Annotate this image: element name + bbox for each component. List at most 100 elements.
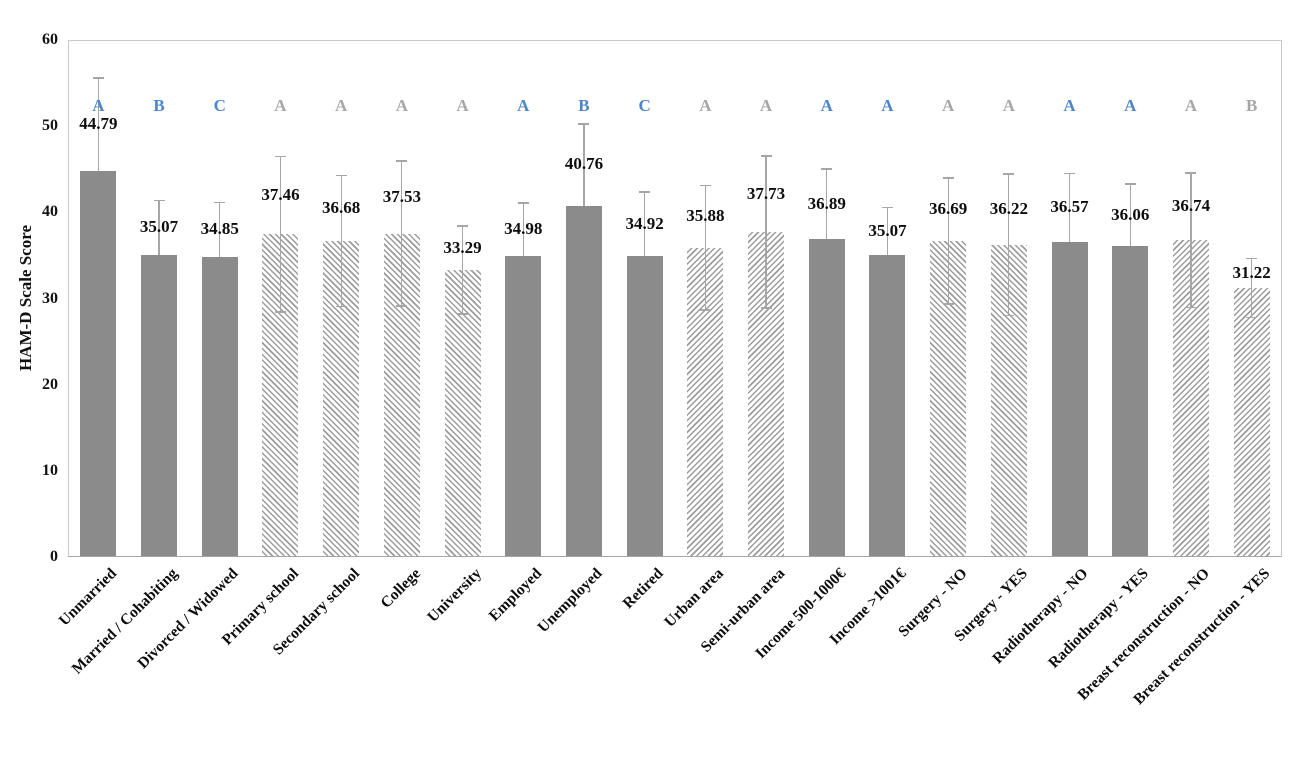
error-bar-top-cap bbox=[639, 191, 651, 193]
error-bar-bottom-cap bbox=[1003, 314, 1015, 317]
bar-value-label: 34.92 bbox=[625, 213, 664, 233]
error-bar-line bbox=[886, 206, 889, 255]
error-bar-bottom-cap bbox=[760, 307, 772, 309]
bar bbox=[505, 255, 542, 556]
bar bbox=[869, 254, 906, 556]
error-bar-line bbox=[1008, 173, 1010, 317]
error-bar-top-cap bbox=[881, 206, 893, 209]
bar-value-label: 36.22 bbox=[989, 199, 1028, 219]
bar bbox=[626, 256, 663, 556]
significance-letter: A bbox=[1002, 96, 1015, 115]
error-bar-line bbox=[826, 168, 828, 240]
error-bar-line bbox=[765, 155, 767, 309]
error-bar-line bbox=[704, 184, 706, 311]
bar-value-label: 35.07 bbox=[139, 217, 179, 237]
y-axis-tick-label: 20 bbox=[42, 375, 58, 393]
significance-letter: A bbox=[92, 96, 105, 115]
x-axis-label: Employed bbox=[485, 565, 546, 625]
significance-letter: A bbox=[942, 96, 955, 115]
error-bar-top-cap bbox=[274, 155, 286, 158]
error-bar-top-cap bbox=[214, 201, 226, 204]
error-bar-top-cap bbox=[1003, 173, 1015, 175]
y-axis-tick-label: 60 bbox=[42, 31, 58, 48]
bar-value-label: 34.98 bbox=[504, 218, 543, 238]
x-axis-label: Unmarried bbox=[56, 565, 121, 630]
error-bar-top-cap bbox=[92, 77, 104, 79]
significance-letter: A bbox=[1124, 96, 1137, 115]
y-axis-tick-label: 0 bbox=[50, 548, 58, 565]
bar-value-label: 36.69 bbox=[929, 198, 968, 218]
significance-letter: A bbox=[335, 96, 348, 115]
bar-value-label: 36.74 bbox=[1171, 196, 1211, 216]
bar bbox=[201, 256, 238, 556]
bar-value-label: 37.73 bbox=[746, 183, 786, 203]
x-axis-label: Unemployed bbox=[534, 565, 606, 637]
error-bar-line bbox=[947, 177, 949, 305]
bar-value-label: 31.22 bbox=[1232, 262, 1271, 282]
error-bar-line bbox=[97, 77, 99, 172]
error-bar-top-cap bbox=[578, 123, 590, 125]
bar-value-label: 37.46 bbox=[261, 185, 300, 204]
bar-value-label: 44.79 bbox=[79, 114, 118, 134]
error-bar-top-cap bbox=[1124, 183, 1136, 185]
error-bar-bottom-cap bbox=[1185, 306, 1197, 309]
error-bar-bottom-cap bbox=[1246, 316, 1258, 319]
significance-letter: A bbox=[1063, 96, 1076, 115]
error-bar-top-cap bbox=[942, 177, 954, 179]
error-bar-top-cap bbox=[396, 160, 408, 162]
error-bar-line bbox=[1190, 172, 1192, 309]
error-bar-top-cap bbox=[1064, 172, 1076, 175]
error-bar-top-cap bbox=[153, 199, 165, 202]
x-axis-label: Retired bbox=[619, 565, 667, 613]
bar-value-label: 35.88 bbox=[686, 206, 725, 226]
bar bbox=[1233, 287, 1270, 556]
bar-value-label: 34.85 bbox=[200, 219, 239, 239]
x-axis-label: Married / Cohabiting bbox=[68, 565, 182, 678]
x-axis-label: Divorced / Widowed bbox=[134, 565, 242, 673]
plot-area bbox=[68, 40, 1282, 557]
error-bar-top-cap bbox=[457, 225, 469, 227]
bar-value-label: 36.57 bbox=[1050, 197, 1089, 217]
bar-value-label: 36.68 bbox=[322, 197, 361, 217]
error-bar-line bbox=[219, 201, 221, 257]
bar-value-label: 40.76 bbox=[564, 154, 604, 174]
bar bbox=[565, 205, 602, 556]
bar bbox=[141, 254, 178, 556]
error-bar-top-cap bbox=[517, 202, 529, 204]
significance-letter: A bbox=[881, 96, 894, 115]
significance-letter: B bbox=[1245, 96, 1258, 115]
error-bar-top-cap bbox=[821, 168, 833, 170]
error-bar-line bbox=[279, 155, 282, 313]
significance-letter: A bbox=[456, 96, 469, 115]
bar bbox=[1112, 246, 1149, 556]
bar-value-label: 33.29 bbox=[443, 237, 482, 257]
error-bar-bottom-cap bbox=[335, 305, 347, 308]
error-bar-line bbox=[522, 202, 524, 256]
bar-value-label: 36.06 bbox=[1111, 204, 1150, 224]
error-bar-top-cap bbox=[1185, 172, 1197, 174]
significance-letter: A bbox=[274, 96, 287, 115]
significance-letter: A bbox=[1184, 96, 1198, 115]
error-bar-line bbox=[1068, 172, 1071, 242]
y-axis-tick-label: 10 bbox=[42, 461, 58, 479]
significance-letter: B bbox=[578, 96, 590, 115]
bar-value-label: 37.53 bbox=[382, 186, 421, 206]
error-bar-bottom-cap bbox=[457, 313, 469, 315]
error-bar-line bbox=[583, 123, 585, 206]
bar bbox=[80, 171, 117, 556]
error-bar-line bbox=[158, 199, 160, 255]
significance-letter: A bbox=[759, 96, 773, 115]
bar-value-label: 36.89 bbox=[807, 193, 846, 213]
significance-letter: A bbox=[517, 96, 530, 115]
error-bar-line bbox=[1251, 257, 1253, 319]
y-axis-tick-label: 50 bbox=[42, 117, 58, 135]
error-bar-top-cap bbox=[335, 174, 347, 177]
significance-letter: A bbox=[699, 96, 712, 115]
x-axis-label: University bbox=[423, 565, 485, 626]
y-axis-tick-label: 40 bbox=[42, 203, 58, 221]
error-bar-line bbox=[340, 174, 342, 308]
error-bar-line bbox=[644, 191, 646, 257]
significance-letter: A bbox=[820, 96, 833, 115]
significance-letter: A bbox=[395, 96, 408, 115]
